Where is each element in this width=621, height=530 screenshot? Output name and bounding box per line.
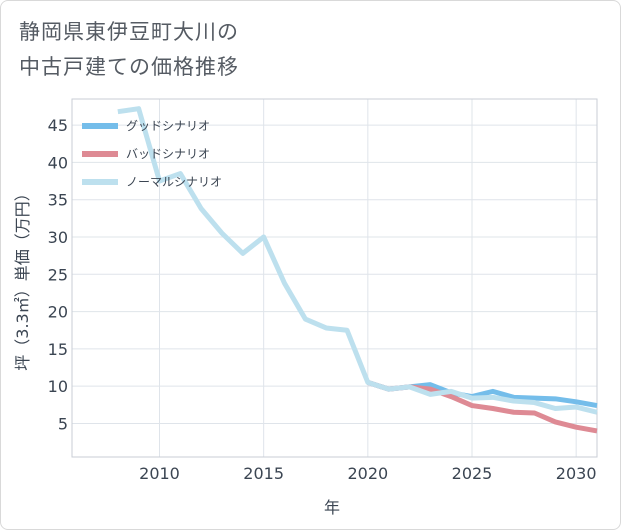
grid <box>72 99 597 457</box>
x-tick-label-2010: 2010 <box>139 464 180 483</box>
chart-title: 静岡県東伊豆町大川の 中古戸建ての価格推移 <box>19 15 579 85</box>
x-tick-label-2030: 2030 <box>556 464 597 483</box>
x-axis-ticks: 2010 2015 2020 2025 2030 <box>139 464 596 483</box>
series-line-normal <box>117 106 598 415</box>
y-tick-label-45: 45 <box>48 116 68 135</box>
legend-label-good: グッドシナリオ <box>126 119 210 133</box>
series-layer <box>117 106 598 434</box>
x-tick-label-2020: 2020 <box>347 464 388 483</box>
legend-label-normal: ノーマルシナリオ <box>126 175 222 189</box>
y-tick-label-15: 15 <box>48 340 68 359</box>
chart-title-line-1: 静岡県東伊豆町大川の <box>19 20 239 44</box>
y-tick-label-30: 30 <box>48 228 68 247</box>
y-axis-label: 坪（3.3㎡）単価（万円） <box>13 185 32 370</box>
x-tick-label-2025: 2025 <box>452 464 493 483</box>
y-tick-label-20: 20 <box>48 303 68 322</box>
y-tick-label-40: 40 <box>48 153 68 172</box>
plot-area-frame <box>71 98 598 458</box>
y-tick-label-10: 10 <box>48 377 68 396</box>
y-tick-label-5: 5 <box>58 414 68 433</box>
chart-title-line-2: 中古戸建ての価格推移 <box>19 55 239 79</box>
x-tick-label-2015: 2015 <box>243 464 284 483</box>
legend-label-bad: バッドシナリオ <box>126 147 210 161</box>
y-tick-label-25: 25 <box>48 265 68 284</box>
y-tick-label-35: 35 <box>48 191 68 210</box>
x-axis-label: 年 <box>324 498 340 517</box>
y-axis-ticks: 5 10 15 20 25 30 35 40 45 <box>48 116 68 433</box>
